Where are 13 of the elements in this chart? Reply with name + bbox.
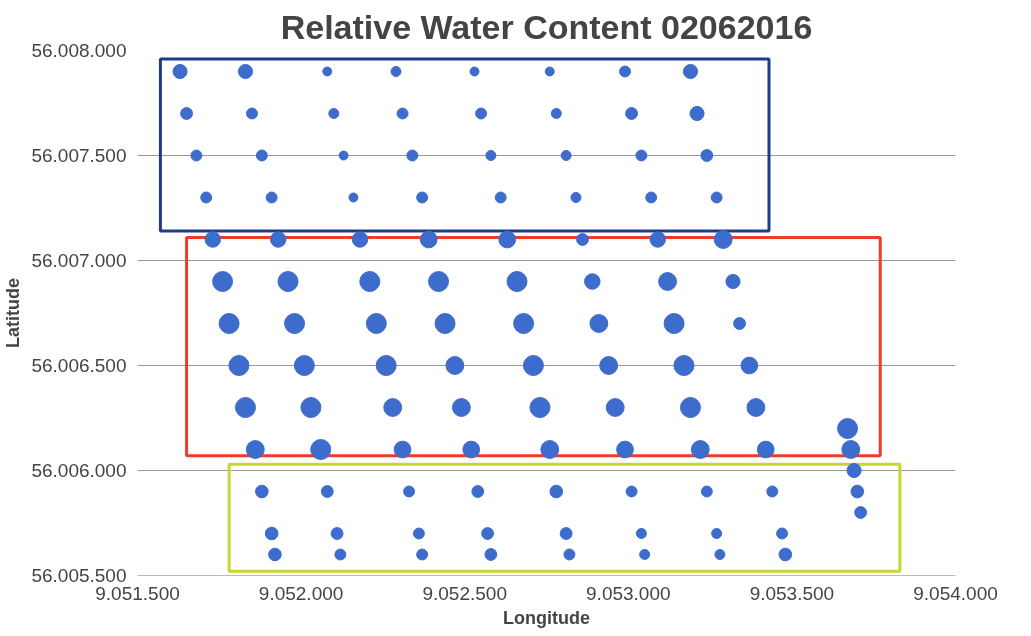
y-tick-label: 56.008.000 [31, 40, 127, 61]
y-tick-label: 56.007.000 [31, 250, 127, 271]
y-tick-label: 56.007.500 [31, 145, 127, 166]
x-axis-title: Longitude [503, 607, 590, 628]
y-axis-title: Latitude [3, 278, 24, 348]
x-tick-label: 9.053.500 [749, 582, 835, 604]
y-tick-label: 56.006.000 [31, 460, 127, 481]
x-tick-label: 9.054.000 [913, 582, 998, 604]
y-tick-label: 56.006.500 [31, 355, 127, 376]
x-tick-label: 9.053.000 [586, 582, 671, 604]
x-tick-label: 9.052.500 [422, 582, 507, 604]
chart-title: Relative Water Content 02062016 [280, 7, 813, 46]
x-tick-label: 9.052.000 [258, 582, 344, 604]
